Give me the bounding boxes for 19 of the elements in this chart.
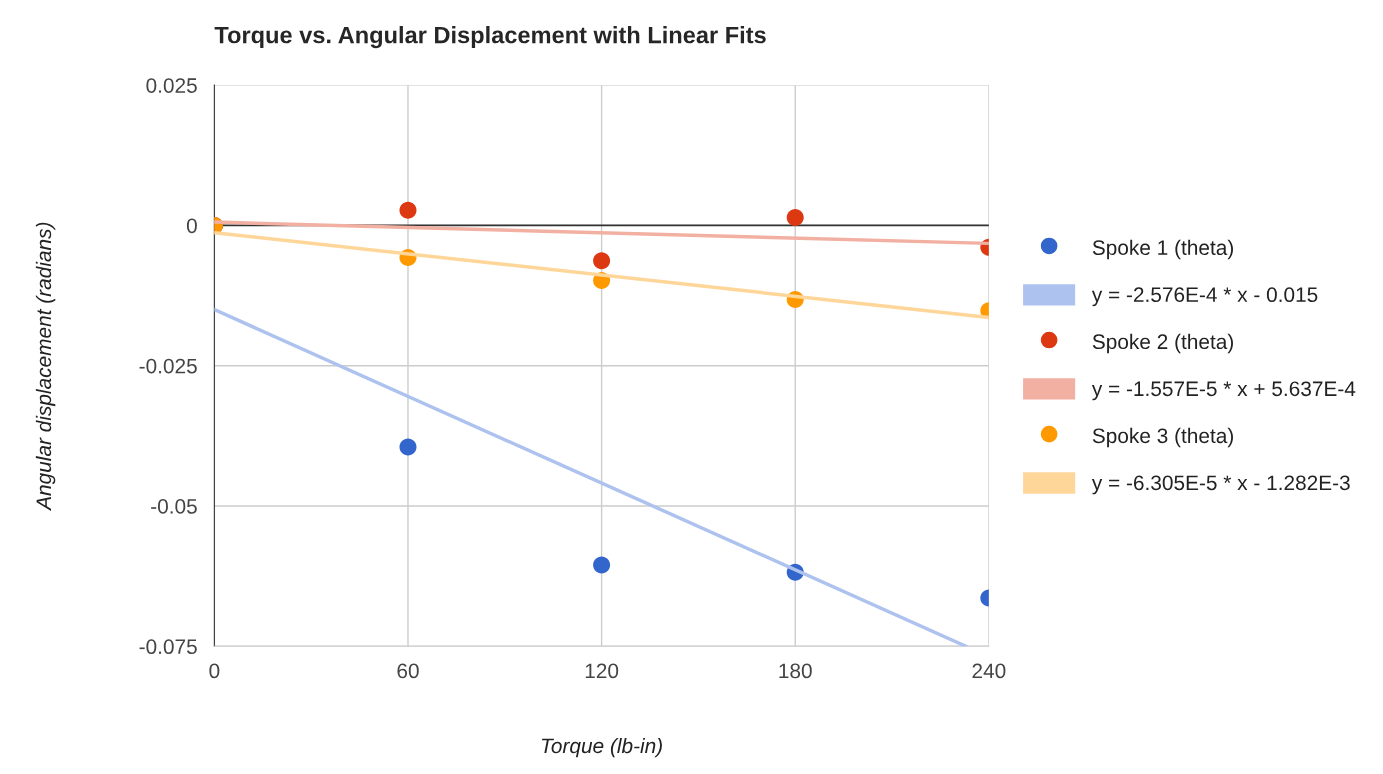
y-tick-label: 0 xyxy=(186,218,197,234)
chart-title: Torque vs. Angular Displacement with Linear Fits xyxy=(214,26,766,49)
x-tick-label: 180 xyxy=(779,663,812,679)
x-tick-label: 0 xyxy=(209,663,220,679)
y-axis-title: Angular displacement (radians) xyxy=(35,222,56,511)
x-tick-label: 60 xyxy=(397,663,419,679)
legend-label: Spoke 3 (theta) xyxy=(1092,427,1233,448)
y-tick-label: -0.05 xyxy=(151,499,197,514)
legend-label: y = -2.576E-4 * x - 0.015 xyxy=(1091,287,1318,307)
x-tick-label: 240 xyxy=(972,663,1006,679)
y-tick-label: -0.075 xyxy=(139,639,197,655)
y-tick-label: 0.025 xyxy=(146,78,197,93)
legend-label: y = -6.305E-5 * x - 1.282E-3 xyxy=(1091,475,1350,495)
x-tick-label: 120 xyxy=(585,663,619,679)
legend-label: y = -1.557E-5 * x + 5.637E-4 xyxy=(1091,381,1356,401)
x-axis-title: Torque (lb-in) xyxy=(541,737,662,758)
legend-label: Spoke 2 (theta) xyxy=(1092,333,1233,354)
y-tick-label: -0.025 xyxy=(139,358,197,374)
legend-label: Spoke 1 (theta) xyxy=(1092,239,1233,260)
